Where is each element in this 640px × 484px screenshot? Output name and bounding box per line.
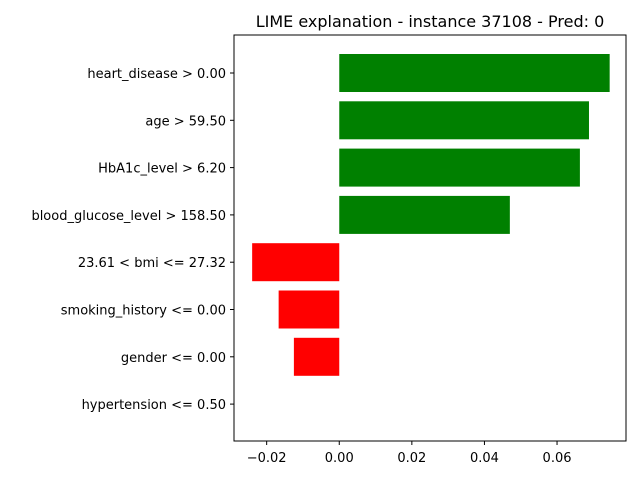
bar bbox=[339, 195, 510, 234]
bar bbox=[278, 290, 340, 329]
x-tick-label: −0.02 bbox=[247, 451, 287, 466]
bar bbox=[252, 243, 340, 282]
y-axis: heart_disease > 0.00 age > 59.50 HbA1c_lev… bbox=[31, 67, 234, 413]
x-tick-label: 0.06 bbox=[543, 451, 572, 466]
bar bbox=[293, 337, 340, 376]
y-tick-label: blood_glucose_level > 158.50 bbox=[31, 209, 226, 224]
y-tick-label: heart_disease > 0.00 bbox=[87, 67, 226, 82]
y-tick-label: 23.61 < bmi <= 27.32 bbox=[78, 256, 226, 271]
plot-frame bbox=[233, 34, 627, 442]
bar bbox=[339, 148, 580, 187]
x-tick-label: 0.04 bbox=[470, 451, 499, 466]
y-tick-label: gender <= 0.00 bbox=[121, 351, 226, 366]
y-tick-label: age > 59.50 bbox=[145, 114, 226, 129]
y-tick-label: hypertension <= 0.50 bbox=[82, 398, 226, 413]
y-tick-label: smoking_history <= 0.00 bbox=[61, 304, 226, 319]
bar bbox=[339, 101, 589, 140]
x-axis: −0.02 0.00 0.02 0.04 0.06 bbox=[247, 441, 572, 466]
bars-layer bbox=[252, 54, 610, 376]
y-tick-label: HbA1c_level > 6.20 bbox=[98, 162, 226, 177]
chart-title: LIME explanation - instance 37108 - Pred… bbox=[256, 12, 605, 31]
bar bbox=[339, 54, 610, 92]
x-tick-label: 0.00 bbox=[325, 451, 354, 466]
x-tick-label: 0.02 bbox=[397, 451, 426, 466]
